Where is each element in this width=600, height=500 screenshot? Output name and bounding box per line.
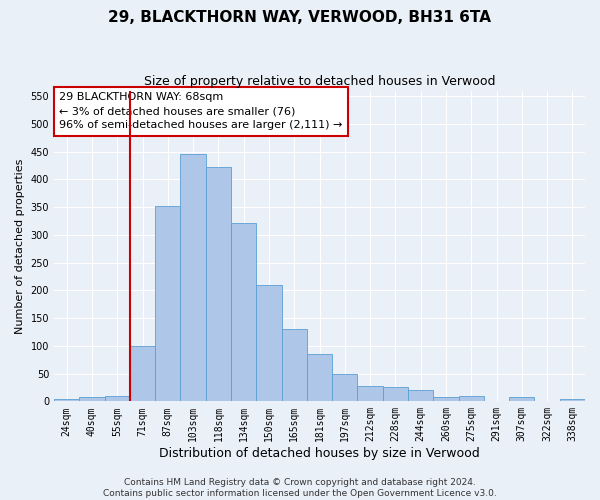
Bar xyxy=(458,396,484,402)
Text: 29, BLACKTHORN WAY, VERWOOD, BH31 6TA: 29, BLACKTHORN WAY, VERWOOD, BH31 6TA xyxy=(109,10,491,25)
Bar xyxy=(484,401,509,402)
Bar xyxy=(231,222,256,402)
Bar xyxy=(155,206,181,402)
Bar xyxy=(433,397,458,402)
X-axis label: Distribution of detached houses by size in Verwood: Distribution of detached houses by size … xyxy=(159,447,480,460)
Bar xyxy=(408,390,433,402)
Bar xyxy=(535,401,560,402)
Bar xyxy=(79,398,104,402)
Bar xyxy=(206,167,231,402)
Bar xyxy=(54,399,79,402)
Bar xyxy=(130,346,155,402)
Bar xyxy=(281,329,307,402)
Title: Size of property relative to detached houses in Verwood: Size of property relative to detached ho… xyxy=(144,75,495,88)
Bar xyxy=(358,386,383,402)
Text: Contains HM Land Registry data © Crown copyright and database right 2024.
Contai: Contains HM Land Registry data © Crown c… xyxy=(103,478,497,498)
Bar xyxy=(332,374,358,402)
Text: 29 BLACKTHORN WAY: 68sqm
← 3% of detached houses are smaller (76)
96% of semi-de: 29 BLACKTHORN WAY: 68sqm ← 3% of detache… xyxy=(59,92,343,130)
Y-axis label: Number of detached properties: Number of detached properties xyxy=(15,158,25,334)
Bar xyxy=(256,285,281,402)
Bar xyxy=(181,154,206,402)
Bar xyxy=(509,398,535,402)
Bar xyxy=(307,354,332,402)
Bar xyxy=(560,399,585,402)
Bar xyxy=(104,396,130,402)
Bar xyxy=(383,388,408,402)
